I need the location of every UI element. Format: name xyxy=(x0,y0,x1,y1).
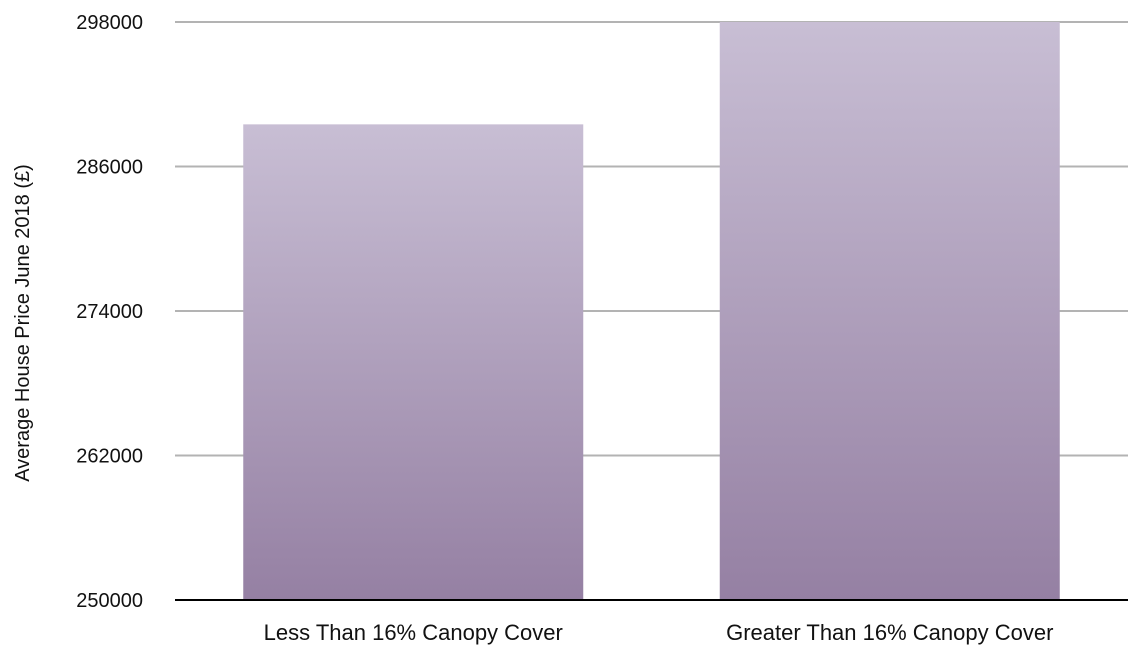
x-tick-label: Less Than 16% Canopy Cover xyxy=(264,620,563,645)
bar-1 xyxy=(243,124,584,601)
y-tick-label: 250000 xyxy=(76,590,143,612)
y-tick-label: 298000 xyxy=(76,12,143,34)
x-tick-label: Greater Than 16% Canopy Cover xyxy=(726,620,1053,645)
labels: 250000 262000 274000 286000 298000 Less Than … xyxy=(76,12,1053,645)
y-tick-label: 274000 xyxy=(76,301,143,323)
y-tick-label: 262000 xyxy=(76,446,143,468)
y-axis-title: Average House Price June 2018 (£) xyxy=(12,164,34,482)
y-tick-label: 286000 xyxy=(76,157,143,179)
bar-2 xyxy=(719,22,1060,600)
bars xyxy=(243,22,1060,601)
